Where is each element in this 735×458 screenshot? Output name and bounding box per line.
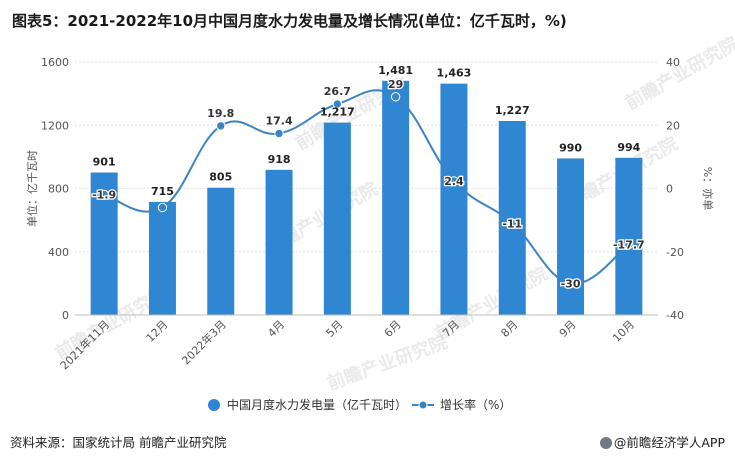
growth-value-label: 29 — [388, 78, 403, 91]
growth-value-label: -11 — [502, 217, 522, 230]
growth-point — [157, 202, 168, 213]
data-labels: 901 715 805 918 1,217 1,481 1,463 1,227 990 994 -1… — [91, 64, 646, 292]
watermark-text: 前瞻产业研究院 — [622, 32, 735, 114]
bar — [498, 120, 526, 315]
bar-value-label: 918 — [268, 153, 291, 166]
page-title: 图表5：2021-2022年10月中国月度水力发电量及增长情况(单位：亿千瓦时，… — [12, 12, 567, 30]
y-left-tick-label: 400 — [48, 246, 69, 259]
growth-point — [216, 121, 226, 131]
bar — [265, 169, 293, 315]
y-left-tick-label: 0 — [62, 309, 69, 322]
x-tick-label: 6月 — [382, 318, 404, 340]
brand-text: @前瞻经济学人APP — [613, 435, 725, 450]
bar — [440, 83, 468, 316]
bar-value-label: 990 — [559, 141, 582, 154]
y-right-tick-label: -40 — [666, 309, 684, 322]
legend-line-marker — [418, 400, 428, 410]
bar-value-label: 994 — [617, 141, 640, 154]
brand-note: @前瞻经济学人APP — [599, 432, 725, 451]
bar — [615, 157, 643, 315]
growth-value-label: -17.7 — [613, 238, 645, 251]
x-tick-label: 4月 — [265, 318, 287, 340]
y-left-tick-label: 800 — [48, 183, 69, 196]
y-right-axis-title: %：亦单 — [701, 167, 715, 210]
y-left-tick-label: 1200 — [41, 119, 69, 132]
growth-value-label: 17.4 — [265, 114, 292, 127]
x-tick-label: 10月 — [610, 318, 637, 345]
growth-value-label: -1.9 — [92, 189, 116, 202]
x-tick-label: 9月 — [557, 318, 579, 340]
x-tick-label: 8月 — [498, 318, 520, 340]
growth-value-label: 19.8 — [207, 107, 234, 120]
bar-series — [90, 80, 643, 316]
x-tick-label: 12月 — [144, 318, 171, 345]
growth-point — [507, 218, 517, 228]
legend: 中国月度水力发电量（亿千瓦时） 增长率（%） — [208, 397, 511, 412]
y-right-tick-label: -20 — [666, 246, 684, 259]
bar-value-label: 1,227 — [495, 104, 530, 117]
growth-value-label: -30 — [561, 277, 581, 290]
y-right-tick-label: 20 — [666, 119, 680, 132]
bar-value-label: 715 — [151, 185, 174, 198]
growth-point — [449, 176, 459, 186]
line-series — [99, 89, 634, 289]
x-tick-label: 2022年3月 — [179, 317, 229, 367]
legend-bar-icon — [208, 399, 220, 411]
legend-bar-label: 中国月度水力发电量（亿千瓦时） — [227, 397, 407, 412]
legend-line-label: 增长率（%） — [440, 397, 511, 412]
watermark-text: 前瞻产业研究院 — [324, 331, 450, 395]
y-left-axis-title: 单位：亿千瓦时 — [25, 150, 39, 227]
bar — [148, 201, 176, 315]
x-tick-label: 5月 — [324, 318, 346, 340]
bar — [557, 158, 585, 315]
y-right-tick-label: 0 — [666, 183, 673, 196]
bar — [207, 187, 235, 315]
growth-value-label: 2.4 — [444, 175, 464, 188]
growth-point — [274, 128, 284, 139]
growth-point — [390, 92, 401, 102]
y-right-tick-label: 40 — [666, 56, 680, 69]
bar — [323, 122, 351, 315]
growth-point — [332, 99, 343, 109]
brand-logo-icon — [599, 437, 612, 449]
growth-value-label: 26.7 — [324, 85, 351, 98]
y-left-tick-label: 1600 — [41, 56, 69, 69]
growth-point — [565, 278, 576, 289]
bar — [382, 80, 410, 316]
growth-line — [103, 89, 630, 285]
bar-value-label: 1,481 — [378, 64, 413, 77]
bar-value-label: 1,463 — [437, 67, 472, 80]
bar-value-label: 805 — [209, 171, 232, 184]
growth-point — [624, 239, 634, 250]
source-note: 资料来源：国家统计局 前瞻产业研究院 — [10, 435, 227, 450]
bar-value-label: 901 — [93, 156, 116, 169]
growth-point — [99, 189, 109, 200]
bar-value-label: 1,217 — [320, 106, 355, 119]
